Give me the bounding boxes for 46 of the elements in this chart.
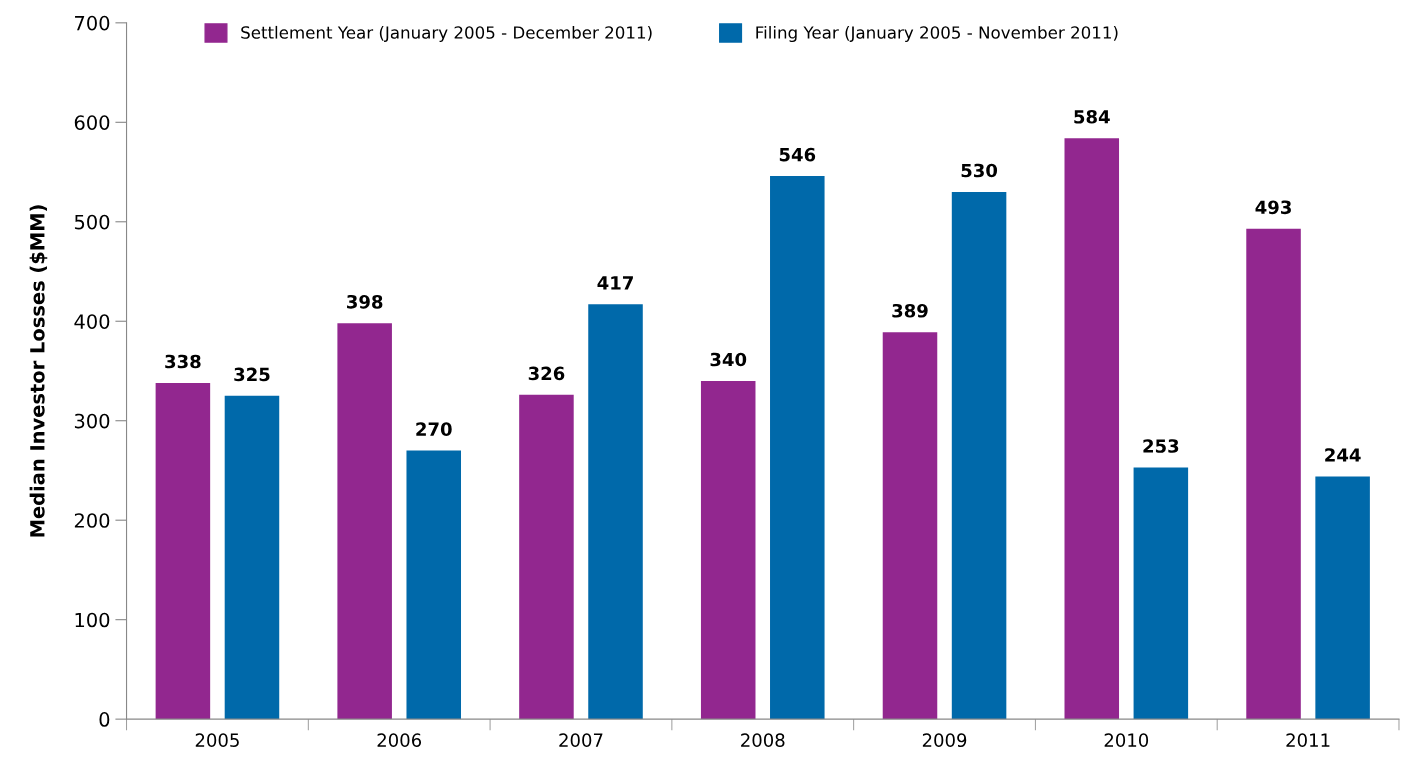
data-label: 244 <box>1325 448 1361 462</box>
bar <box>700 380 756 720</box>
bar <box>770 176 825 720</box>
bar <box>406 450 462 720</box>
y-axis-title: Median Investor Losses ($MM) <box>29 205 48 537</box>
x-tick-label: 2008 <box>741 733 785 748</box>
data-label: 389 <box>892 303 928 318</box>
data-label: 493 <box>1255 200 1291 215</box>
y-tick-label: 0 <box>99 712 110 727</box>
bar <box>882 332 938 720</box>
bar <box>1246 228 1301 720</box>
y-tick-label: 100 <box>75 612 110 628</box>
data-label: 398 <box>347 294 383 309</box>
legend-label: Settlement Year (January 2005 - December 2011) <box>241 25 652 43</box>
x-tick-label: 2006 <box>377 733 422 748</box>
bar <box>951 191 1007 720</box>
bar <box>588 304 643 720</box>
data-label: 340 <box>710 352 747 367</box>
x-tick-label: 2009 <box>922 733 967 748</box>
legend-label: Filing Year (January 2005 - November 2011) <box>756 25 1118 43</box>
data-label: 326 <box>528 366 565 381</box>
bar <box>224 395 280 720</box>
bar <box>337 323 392 720</box>
data-label: 253 <box>1143 439 1179 453</box>
y-tick-label: 600 <box>74 115 110 130</box>
data-label: 546 <box>779 147 816 162</box>
x-tick-label: 2011 <box>1286 733 1330 748</box>
data-label: 270 <box>416 422 452 436</box>
data-label: 417 <box>597 276 633 290</box>
bar <box>1133 467 1189 720</box>
data-label: 584 <box>1074 109 1110 124</box>
data-label: 530 <box>961 163 998 178</box>
x-tick-label: 2007 <box>559 733 603 748</box>
bar <box>155 382 211 720</box>
y-tick-label: 700 <box>75 15 110 31</box>
y-tick-label: 500 <box>74 214 110 230</box>
data-label: 325 <box>234 367 270 382</box>
y-tick-label: 300 <box>74 413 110 429</box>
x-tick-label: 2010 <box>1104 733 1149 748</box>
bar <box>1064 138 1120 720</box>
y-tick-label: 400 <box>74 314 110 329</box>
x-tick-label: 2005 <box>195 733 239 748</box>
bar <box>519 394 574 720</box>
data-label: 338 <box>165 354 201 369</box>
bar <box>1315 476 1370 720</box>
y-tick-label: 200 <box>74 513 110 528</box>
